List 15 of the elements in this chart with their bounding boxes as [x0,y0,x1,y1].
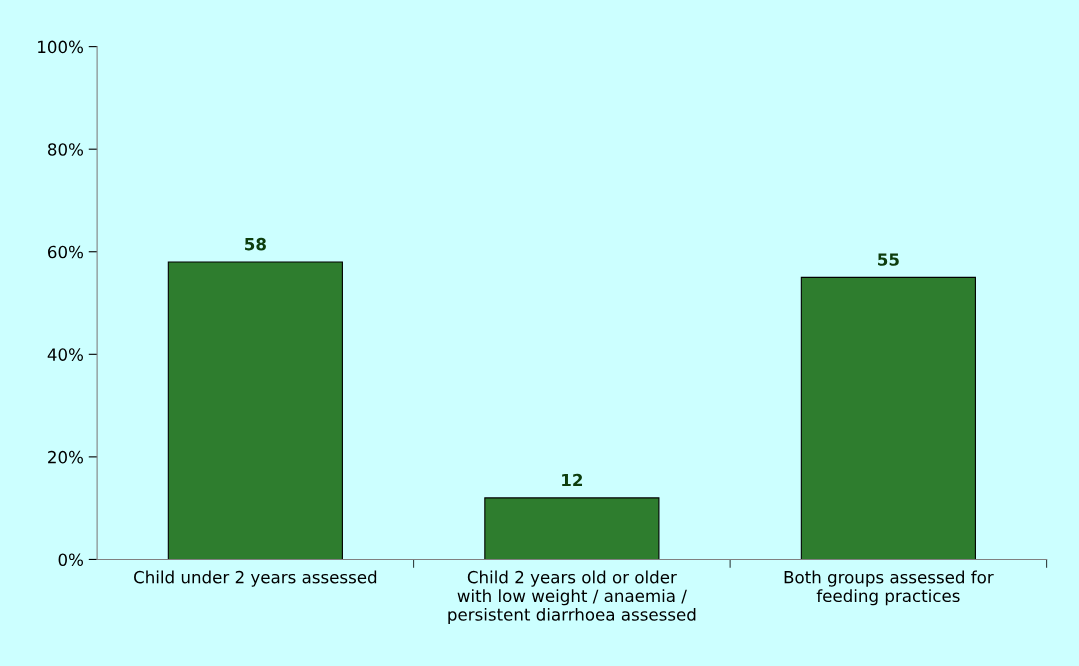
x-tick-label: Child under 2 years assessed [134,570,377,587]
y-tick-label: 0% [58,553,83,567]
x-tick-label: Child 2 years old or older with low weight / anaemia / persistent diarrhoea assessed [448,570,696,625]
y-tick-label: 100% [38,40,83,54]
data-label: 58 [245,237,266,251]
data-label: 12 [562,473,583,487]
data-label: 55 [878,253,899,266]
y-tick-label: 20% [48,450,83,464]
y-tick-label: 40% [47,348,83,361]
bar [800,276,976,560]
bar [484,497,660,560]
x-tick-label: Both groups assessed for feeding practices [784,570,994,606]
y-tick-label: 60% [48,245,83,259]
bar [167,261,343,560]
y-tick-label: 80% [48,143,83,156]
